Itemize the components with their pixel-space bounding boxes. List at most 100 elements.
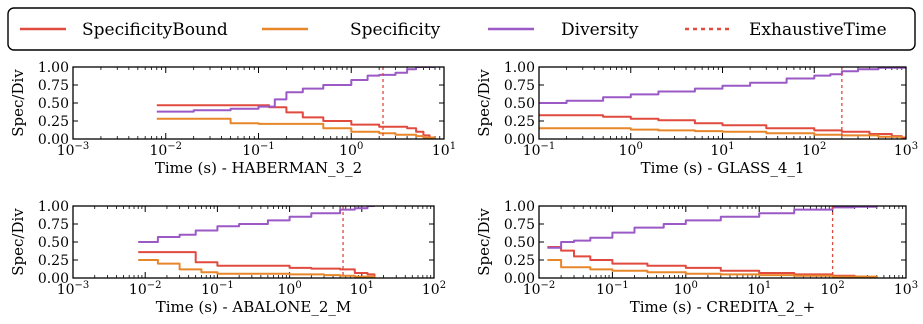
legend-entry-1: SpecificityBound (20, 20, 228, 40)
y-tick-label: 0.75 (38, 217, 69, 233)
x-tick-exponent: 2 (838, 280, 844, 291)
series-line-div (156, 67, 435, 113)
y-tick-label: 0.75 (38, 78, 69, 94)
x-tick-exponent: 3 (912, 280, 918, 291)
x-tick-label: 101 (747, 280, 771, 298)
legend-frame (7, 7, 916, 51)
x-tick-base: 10 (57, 143, 75, 159)
legend-label: Specificity (350, 20, 441, 40)
x-tick-base: 10 (894, 143, 912, 159)
x-tick-label: 102 (820, 280, 844, 298)
y-tick-label: 0.50 (504, 235, 535, 251)
x-tick-label: 101 (432, 141, 456, 159)
x-tick-label: 10−3 (57, 280, 90, 298)
legend-entry-2: Specificity (262, 20, 441, 40)
x-tick-base: 10 (129, 282, 147, 298)
x-tick-base: 10 (710, 143, 728, 159)
x-tick-label: 10−2 (129, 280, 162, 298)
x-tick-exponent: −2 (541, 280, 556, 291)
x-axis-label: Time (s) - HABERMAN_3_2 (155, 159, 362, 177)
x-tick-label: 10−1 (523, 141, 556, 159)
y-tick-label: 0.00 (504, 132, 535, 148)
x-tick-label: 103 (894, 280, 918, 298)
x-tick-label: 102 (802, 141, 826, 159)
series-line-spec (547, 259, 878, 278)
x-tick-label: 101 (710, 141, 734, 159)
series-group (539, 67, 906, 139)
y-tick-label: 0.25 (38, 253, 69, 269)
x-tick-base: 10 (242, 143, 260, 159)
x-tick-exponent: 0 (357, 141, 363, 152)
legend-entry-4: ExhaustiveTime (685, 20, 887, 40)
x-tick-base: 10 (422, 282, 440, 298)
legend-entry-3: Diversity (488, 20, 639, 40)
series-group (138, 206, 376, 278)
x-axis-label: Time (s) - ABALONE_2_M (156, 298, 352, 316)
legend-label: ExhaustiveTime (749, 20, 887, 40)
y-axis-label: Spec/Div (475, 208, 493, 276)
x-tick-label: 103 (894, 141, 918, 159)
y-tick-label: 0.25 (504, 253, 535, 269)
x-tick-base: 10 (277, 282, 295, 298)
legend-label: SpecificityBound (82, 20, 228, 40)
series-group (547, 206, 878, 278)
x-tick-label: 102 (422, 280, 446, 298)
x-tick-exponent: −1 (541, 141, 556, 152)
series-line-spec (156, 117, 436, 139)
x-tick-base: 10 (350, 282, 368, 298)
x-tick-exponent: −1 (614, 280, 629, 291)
x-tick-base: 10 (747, 282, 765, 298)
y-tick-label: 0.50 (38, 235, 69, 251)
series-line-spec (138, 259, 376, 278)
y-tick-label: 1.00 (504, 60, 535, 76)
x-tick-base: 10 (57, 282, 75, 298)
series-line-div (547, 206, 878, 249)
x-tick-base: 10 (523, 143, 541, 159)
x-tick-base: 10 (802, 143, 820, 159)
x-tick-label: 10−3 (57, 141, 90, 159)
plot-frame (538, 205, 907, 279)
x-tick-label: 100 (674, 280, 698, 298)
x-tick-exponent: −2 (167, 141, 182, 152)
plot-frame (72, 66, 445, 140)
x-tick-exponent: 2 (820, 141, 826, 152)
x-tick-label: 10−1 (596, 280, 629, 298)
x-tick-base: 10 (820, 282, 838, 298)
x-axis-label: Time (s) - GLASS_4_1 (641, 159, 805, 177)
x-tick-base: 10 (619, 143, 637, 159)
x-tick-exponent: 0 (692, 280, 698, 291)
series-line-div (138, 206, 375, 243)
x-tick-label: 10−2 (523, 280, 556, 298)
y-tick-label: 0.75 (504, 217, 535, 233)
y-tick-label: 0.25 (38, 114, 69, 130)
x-tick-exponent: 1 (368, 280, 374, 291)
x-tick-exponent: 3 (912, 141, 918, 152)
series-line-bound (156, 104, 436, 139)
x-tick-exponent: −3 (75, 141, 90, 152)
y-tick-label: 0.00 (38, 271, 69, 287)
x-tick-exponent: 1 (450, 141, 456, 152)
x-tick-base: 10 (674, 282, 692, 298)
y-tick-label: 0.25 (504, 114, 535, 130)
x-tick-base: 10 (596, 282, 614, 298)
x-tick-exponent: 0 (295, 280, 301, 291)
x-tick-label: 10−1 (242, 141, 275, 159)
series-line-bound (138, 251, 376, 278)
y-axis-label: Spec/Div (475, 69, 493, 137)
x-tick-exponent: −2 (147, 280, 162, 291)
x-tick-label: 10−1 (201, 280, 234, 298)
x-tick-base: 10 (523, 282, 541, 298)
x-tick-exponent: 0 (636, 141, 642, 152)
x-tick-base: 10 (894, 282, 912, 298)
x-tick-label: 100 (277, 280, 301, 298)
x-tick-base: 10 (339, 143, 357, 159)
y-tick-label: 0.00 (38, 132, 69, 148)
x-tick-label: 101 (350, 280, 374, 298)
x-tick-label: 100 (619, 141, 643, 159)
x-tick-exponent: 2 (440, 280, 446, 291)
